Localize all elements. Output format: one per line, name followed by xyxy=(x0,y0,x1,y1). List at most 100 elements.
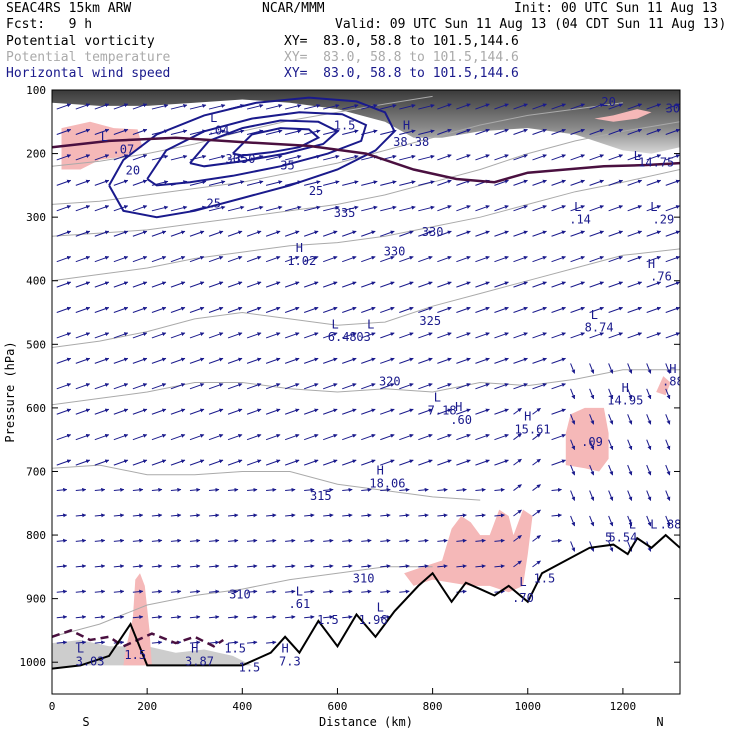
wind-arrow xyxy=(94,357,110,364)
wind-arrow xyxy=(475,103,490,110)
wind-arrow xyxy=(227,615,239,620)
wind-arrow xyxy=(589,103,604,110)
wind-arrow xyxy=(608,154,624,161)
wind-arrow xyxy=(285,538,296,543)
wind-arrow xyxy=(170,459,186,466)
field-annotation: 1.96 xyxy=(359,613,388,627)
wind-arrow xyxy=(94,434,110,441)
y-tick-label: 900 xyxy=(26,593,46,606)
wind-arrow xyxy=(323,487,334,492)
wind-arrow xyxy=(151,538,163,543)
wind-arrow xyxy=(475,332,490,339)
wind-arrow xyxy=(532,433,541,441)
wind-arrow xyxy=(303,383,319,390)
wind-arrow xyxy=(56,434,72,441)
wind-arrow xyxy=(665,332,680,339)
wind-arrow xyxy=(323,154,340,161)
wind-arrow xyxy=(494,538,505,543)
wind-arrow xyxy=(303,255,319,263)
wind-arrow xyxy=(151,154,169,161)
wind-arrow xyxy=(437,434,452,441)
wind-arrow xyxy=(323,615,334,620)
wind-arrow xyxy=(532,103,547,110)
wind-arrow xyxy=(551,459,566,466)
wind-arrow xyxy=(227,408,243,415)
wind-arrow xyxy=(132,538,144,543)
wind-arrow xyxy=(94,154,110,161)
field-annotation: 20 xyxy=(126,164,140,178)
wind-arrow xyxy=(627,388,633,400)
wind-arrow xyxy=(170,538,182,543)
wind-arrow xyxy=(570,103,585,110)
wind-arrow xyxy=(132,281,148,288)
field-annotation: 330 xyxy=(422,225,444,239)
wind-arrow xyxy=(75,615,87,620)
wind-arrow xyxy=(532,332,547,339)
wind-arrow xyxy=(132,128,148,135)
field-annotation: L xyxy=(629,518,636,532)
valid-time-label: Valid: 09 UTC Sun 11 Aug 13 (04 CDT Sun … xyxy=(335,17,727,32)
wind-arrow xyxy=(208,589,220,594)
pv-contour-upper xyxy=(52,136,680,184)
wind-arrow xyxy=(399,306,414,313)
wind-arrow xyxy=(418,104,435,110)
wind-arrow xyxy=(513,509,522,517)
wind-arrow xyxy=(208,230,224,237)
wind-arrow xyxy=(456,538,467,543)
wind-arrow xyxy=(227,538,239,543)
wind-arrow xyxy=(151,205,169,212)
model-label: SEAC4RS 15km ARW xyxy=(6,1,132,16)
wind-arrow xyxy=(170,564,182,569)
wind-arrow xyxy=(285,487,296,492)
field-annotation: L xyxy=(367,317,374,331)
field-annotation: 315 xyxy=(310,489,332,503)
wind-arrow xyxy=(361,383,376,390)
wind-arrow xyxy=(646,230,662,237)
field-annotation: H xyxy=(622,381,629,395)
wind-arrow xyxy=(475,281,490,288)
wind-arrow xyxy=(608,306,624,313)
wind-arrow xyxy=(189,383,205,390)
wind-arrow xyxy=(132,179,148,186)
wind-arrow xyxy=(189,104,207,110)
wind-arrow xyxy=(456,128,471,135)
wind-arrow xyxy=(361,180,378,186)
wind-arrow xyxy=(399,104,416,110)
wind-arrow xyxy=(380,487,391,492)
wind-arrow xyxy=(56,383,72,390)
wind-arrow xyxy=(380,538,391,543)
wind-arrow xyxy=(208,332,224,339)
wind-arrow xyxy=(208,357,224,364)
wind-arrow xyxy=(361,564,372,569)
wind-arrow xyxy=(551,154,566,161)
wind-arrow xyxy=(56,230,72,237)
wind-arrow xyxy=(151,357,167,364)
wind-arrow xyxy=(665,439,671,451)
wind-arrow xyxy=(170,513,182,518)
wind-arrow xyxy=(246,104,264,110)
wind-arrow xyxy=(304,589,315,594)
wind-arrow xyxy=(208,383,224,390)
pink-pv-region xyxy=(404,509,533,593)
wind-arrow xyxy=(475,205,490,212)
wind-arrow xyxy=(323,513,334,518)
wind-arrow xyxy=(227,332,243,339)
wind-arrow xyxy=(94,103,110,110)
wind-arrow xyxy=(608,490,614,501)
wind-arrow xyxy=(608,515,614,527)
field-annotation: 7.18 xyxy=(428,403,457,417)
wind-arrow xyxy=(361,538,372,543)
wind-arrow xyxy=(551,281,566,288)
wind-arrow xyxy=(551,103,566,110)
wind-arrow xyxy=(113,103,129,110)
wind-arrow xyxy=(627,363,633,374)
wind-arrow xyxy=(646,332,662,339)
wind-arrow xyxy=(475,230,490,237)
wind-arrow xyxy=(246,459,262,466)
wind-arrow xyxy=(399,281,414,288)
wind-arrow xyxy=(94,205,110,212)
wind-arrow xyxy=(513,103,528,110)
wind-arrow xyxy=(132,332,148,339)
field-annotation: H xyxy=(455,400,462,414)
wind-arrow xyxy=(646,306,662,313)
